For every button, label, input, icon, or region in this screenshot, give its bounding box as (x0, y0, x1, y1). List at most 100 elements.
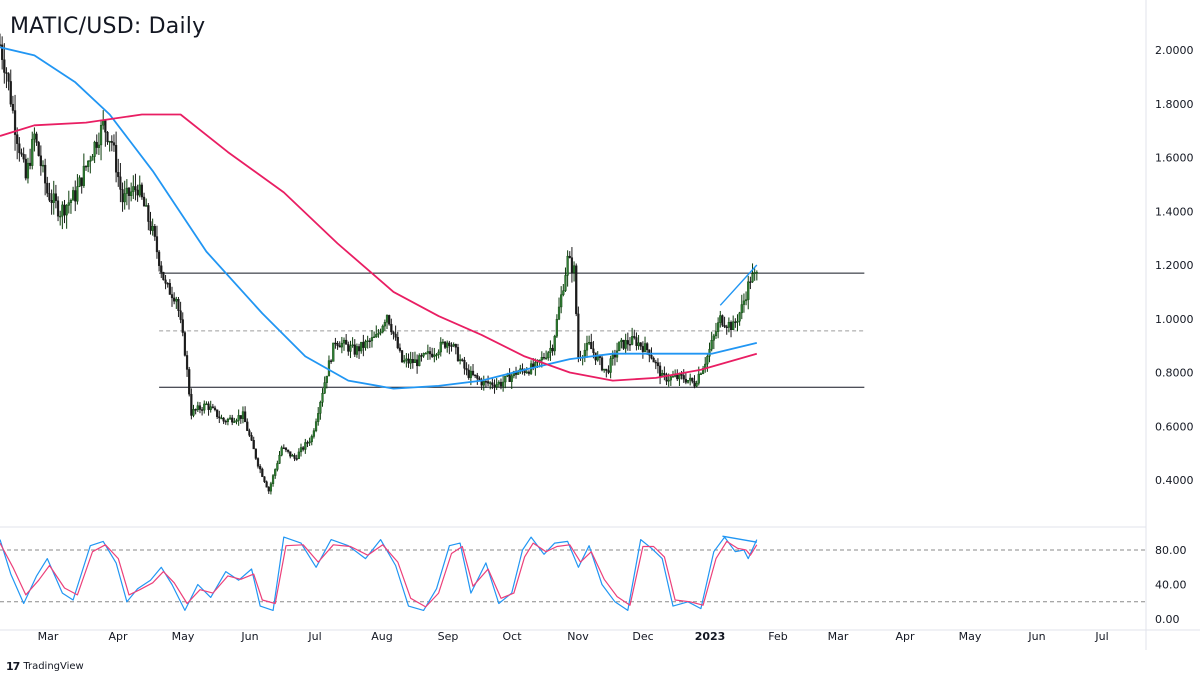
candle-body (11, 104, 15, 111)
candle-body (682, 375, 685, 380)
candle-body (22, 153, 25, 160)
candle-body (151, 226, 154, 231)
candle-body (147, 205, 150, 222)
candle-body (441, 341, 445, 344)
candle-body (510, 375, 513, 382)
moving-average-slow-line (0, 113, 758, 382)
price-tick-label: 1.6000 (1155, 152, 1194, 165)
candle-body (405, 358, 408, 361)
candle-body (127, 187, 131, 196)
candle-body (5, 72, 8, 74)
candle-body (362, 341, 365, 348)
candle-body (218, 416, 221, 419)
candle-body (158, 251, 161, 266)
candle-body (46, 182, 49, 194)
candle-body (381, 325, 384, 333)
candle-body (424, 353, 427, 355)
price-tick-label: 1.4000 (1155, 205, 1194, 218)
candle-body (280, 447, 283, 456)
candle-body (239, 415, 242, 419)
candle-body (577, 313, 580, 358)
candle-body (575, 265, 578, 315)
candle-body (44, 164, 47, 184)
time-axis[interactable]: Mar Apr May Jun Jul Aug Sep Oct Nov Dec 2023 Feb Mar… (38, 630, 1109, 643)
candle-body (635, 337, 638, 346)
candle-body (181, 319, 184, 333)
candle-body (433, 354, 436, 357)
candle-body (738, 312, 741, 322)
candle-body (478, 378, 481, 381)
candle-body (278, 454, 281, 464)
candle-body (407, 358, 410, 364)
candle-body (684, 378, 687, 383)
tradingview-logo[interactable]: 17 TradingView (6, 660, 84, 673)
candle-body (39, 155, 42, 167)
candle-body (231, 417, 234, 423)
candle-body (568, 255, 571, 258)
candle-body (689, 377, 692, 381)
candle-body (428, 351, 432, 355)
candle-body (190, 393, 193, 416)
time-tick-label: Mar (38, 630, 59, 643)
candle-body (134, 186, 137, 191)
candle-body (547, 352, 550, 359)
candle-body (50, 200, 53, 203)
candle-body (54, 193, 58, 201)
candle-body (252, 440, 255, 450)
candle-body (633, 336, 636, 338)
candle-body (349, 345, 352, 352)
candle-body (747, 281, 750, 300)
candle-body (706, 356, 709, 365)
candle-body (209, 406, 212, 410)
candle-body (211, 406, 214, 409)
candle-body (179, 310, 182, 320)
price-axis[interactable]: 2.0000 1.8000 1.6000 1.4000 1.2000 1.0000 0.80… (1155, 44, 1194, 626)
candle-body (549, 347, 552, 353)
candle-body (742, 300, 746, 305)
candle-body (409, 358, 412, 364)
candle-body (626, 340, 629, 345)
price-levels (159, 272, 865, 388)
candle-body (78, 177, 81, 187)
candle-body (312, 430, 316, 437)
candle-body (117, 172, 120, 178)
candle-body (130, 191, 133, 196)
candle-body (562, 290, 565, 295)
candle-body (592, 348, 595, 353)
candle-body (676, 375, 679, 380)
candle-body (261, 468, 264, 477)
candle-body (618, 341, 621, 352)
candle-body (553, 336, 556, 352)
candle-body (525, 371, 528, 374)
candle-body (95, 141, 98, 148)
candle-body (299, 447, 303, 453)
candle-body (121, 189, 124, 203)
candle-body (590, 342, 593, 350)
candle-body (654, 361, 657, 364)
candle-body (52, 193, 55, 203)
candle-body (26, 162, 30, 179)
candle-body (366, 340, 369, 342)
candle-body (220, 417, 223, 420)
candle-body (667, 379, 670, 382)
candle-body (61, 204, 64, 217)
candle-body (650, 354, 653, 359)
candle-body (177, 299, 180, 311)
time-tick-label: May (959, 630, 982, 643)
candle-body (33, 133, 36, 140)
candle-body (583, 349, 586, 358)
candle-body (63, 204, 66, 216)
candle-body (486, 381, 490, 384)
candle-body (437, 351, 440, 355)
candle-body (310, 436, 313, 443)
candle-body (495, 383, 498, 388)
candle-body (224, 420, 227, 423)
candle-body (364, 341, 367, 348)
candle-body (489, 382, 492, 384)
candle-body (302, 447, 305, 450)
candle-body (422, 353, 425, 357)
candle-body (276, 463, 279, 470)
candle-body (566, 255, 569, 276)
candle-body (69, 200, 73, 203)
